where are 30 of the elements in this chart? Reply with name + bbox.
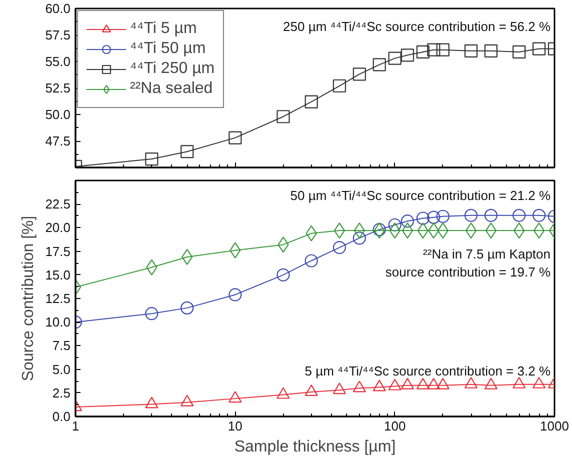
y-tick-label: 57.5 (45, 28, 71, 42)
x-axis-title: Sample thickness [µm] (234, 438, 396, 456)
x-tick-label: 1 (72, 418, 80, 434)
x-tick-label: 1000 (540, 418, 569, 434)
y-tick-label: 10.0 (45, 314, 71, 330)
y-axis-title: Source contribution [%] (20, 216, 38, 382)
x-tick-label: 100 (384, 418, 406, 434)
annotation: ²²Na in 7.5 µm Kapton source contribution = 19.7 % (385, 246, 551, 280)
legend-label: ²²Na sealed (130, 80, 213, 98)
legend-label: ⁴⁴Ti 5 µm (130, 20, 197, 38)
annotation: 50 µm ⁴⁴Ti/⁴⁴Sc source contribution = 21.2 % (290, 188, 551, 203)
y-tick-label: 50.0 (45, 107, 71, 122)
y-tick-label: 22.5 (45, 196, 71, 212)
y-tick-label: 15.0 (45, 267, 71, 282)
y-tick-label: 7.5 (52, 338, 71, 354)
y-tick-label: 47.5 (45, 134, 71, 148)
x-tick-label: 10 (228, 418, 242, 434)
annotation: 250 µm ⁴⁴Ti/⁴⁴Sc source contribution = 56.2 % (283, 18, 551, 34)
y-tick-label: 52.5 (45, 80, 71, 96)
y-tick-label: 5.0 (52, 362, 71, 377)
y-tick-label: 12.5 (45, 291, 71, 306)
annotation: 5 µm ⁴⁴Ti/⁴⁴Sc source contribution = 3.2 % (304, 364, 551, 379)
y-tick-label: 60.0 (45, 1, 71, 16)
legend-label: ⁴⁴Ti 250 µm (130, 60, 215, 78)
legend-label: ⁴⁴Ti 50 µm (130, 40, 206, 58)
y-tick-label: 17.5 (45, 244, 71, 259)
y-tick-label: 20.0 (45, 220, 71, 236)
y-tick-label: 0.0 (52, 409, 71, 424)
y-tick-label: 2.5 (52, 385, 71, 400)
y-tick-label: 55.0 (45, 54, 71, 69)
